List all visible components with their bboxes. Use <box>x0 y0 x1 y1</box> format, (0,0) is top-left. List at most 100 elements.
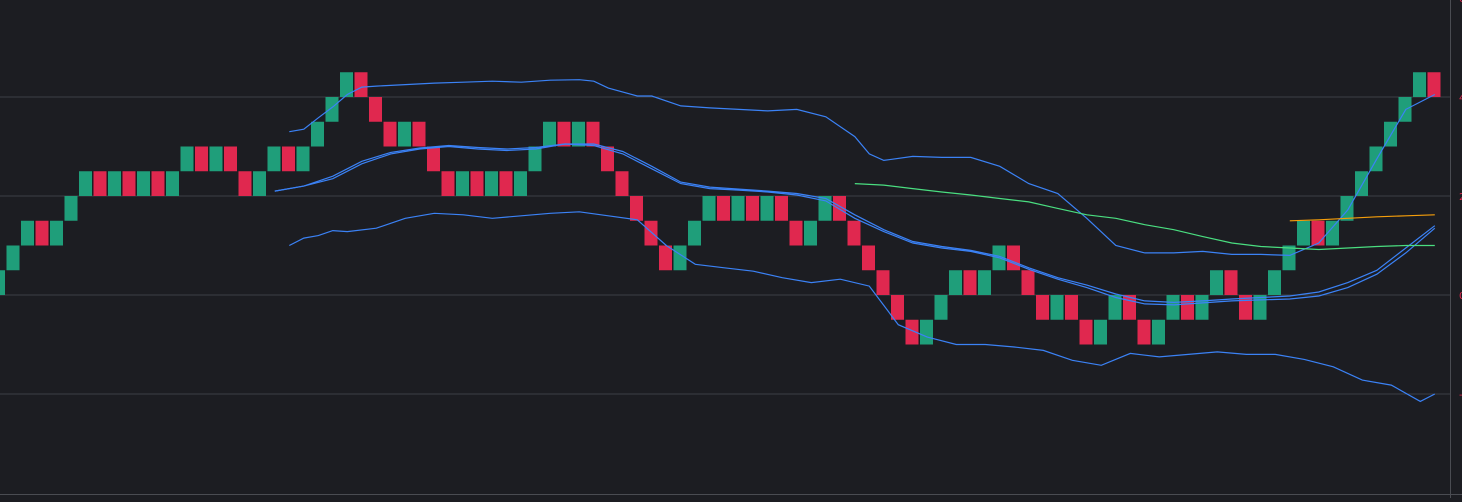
renko-brick-up <box>0 270 5 295</box>
renko-brick-up <box>21 220 34 246</box>
renko-brick-up <box>325 97 339 122</box>
renko-brick-up <box>702 196 716 221</box>
renko-brick-down <box>35 220 49 246</box>
renko-brick-down <box>1065 295 1078 320</box>
renko-brick-down <box>369 97 382 122</box>
renko-brick-down <box>354 72 368 97</box>
y-tick-label: -2 <box>1459 390 1462 401</box>
renko-brick-down <box>659 245 672 271</box>
renko-brick-down <box>1224 270 1238 295</box>
y-tick-label: 0 <box>1459 291 1462 302</box>
renko-brick-up <box>485 171 498 196</box>
indicator-lines <box>274 79 1436 403</box>
renko-brick-down <box>441 171 455 196</box>
renko-brick-down <box>833 196 846 221</box>
renko-brick-up <box>514 171 527 196</box>
renko-brick-up <box>760 196 774 221</box>
renko-brick-down <box>427 146 440 172</box>
renko-brick-up <box>1152 319 1165 345</box>
renko-brick-down <box>122 171 136 196</box>
renko-brick-down <box>630 196 643 221</box>
indicator-line <box>274 143 1436 304</box>
renko-brick-down <box>644 220 658 246</box>
renko-brick-down <box>717 196 730 221</box>
renko-brick-up <box>79 171 92 196</box>
y-tick-label: 6 <box>1459 0 1462 5</box>
renko-brick-up <box>1108 295 1122 320</box>
renko-brick-down <box>615 171 629 196</box>
renko-brick-up <box>180 146 194 172</box>
renko-brick-up <box>64 196 78 221</box>
renko-brick-down <box>876 270 890 295</box>
renko-brick-down <box>1007 245 1020 271</box>
renko-brick-up <box>1268 270 1281 295</box>
renko-brick-down <box>1427 72 1441 97</box>
renko-brick-up <box>267 146 281 172</box>
renko-brick-up <box>1253 295 1267 320</box>
renko-brick-down <box>195 146 208 172</box>
renko-brick-up <box>6 245 20 271</box>
renko-brick-up <box>528 146 542 172</box>
renko-brick-down <box>862 245 875 271</box>
renko-brick-up <box>1195 295 1209 320</box>
renko-brick-up <box>1210 270 1223 295</box>
renko-brick-down <box>586 121 600 147</box>
renko-brick-down <box>1021 270 1035 295</box>
renko-brick-down <box>1036 295 1049 320</box>
renko-brick-down <box>557 121 571 147</box>
renko-brick-up <box>543 121 556 147</box>
renko-brick-down <box>789 220 803 246</box>
renko-brick-up <box>1355 171 1368 196</box>
renko-brick-up <box>572 121 585 147</box>
renko-brick-up <box>1326 220 1339 246</box>
renko-brick-up <box>1340 196 1354 221</box>
renko-brick-down <box>224 146 237 172</box>
renko-brick-up <box>1094 319 1107 345</box>
renko-brick-down <box>1311 220 1325 246</box>
renko-brick-up <box>688 220 701 246</box>
renko-brick-down <box>746 196 759 221</box>
renko-brick-up <box>137 171 150 196</box>
renko-brick-down <box>412 121 426 147</box>
renko-brick-up <box>209 146 223 172</box>
renko-brick-down <box>891 295 904 320</box>
renko-brick-up <box>949 270 962 295</box>
indicator-line <box>289 79 1436 257</box>
renko-brick-down <box>775 196 788 221</box>
renko-brick-down <box>282 146 295 172</box>
renko-brick-up <box>1413 72 1426 97</box>
renko-brick-up <box>50 220 63 246</box>
renko-brick-up <box>253 171 266 196</box>
renko-brick-up <box>166 171 179 196</box>
renko-brick-down <box>151 171 165 196</box>
renko-brick-up <box>1050 295 1064 320</box>
renko-brick-up <box>1166 295 1180 320</box>
renko-brick-down <box>470 171 484 196</box>
renko-brick-down <box>93 171 107 196</box>
renko-brick-down <box>1137 319 1151 345</box>
renko-brick-up <box>920 319 933 345</box>
renko-brick-up <box>1282 245 1296 271</box>
renko-brick-up <box>804 220 817 246</box>
renko-brick-up <box>456 171 469 196</box>
renko-brick-up <box>731 196 745 221</box>
renko-brick-down <box>499 171 513 196</box>
renko-brick-down <box>601 146 614 172</box>
y-tick-label: 4 <box>1459 93 1462 104</box>
renko-brick-down <box>963 270 977 295</box>
renko-brick-up <box>1297 220 1310 246</box>
renko-brick-down <box>1181 295 1194 320</box>
renko-brick-up <box>296 146 310 172</box>
y-tick-label: 2 <box>1459 192 1462 203</box>
renko-brick-up <box>340 72 353 97</box>
renko-brick-down <box>238 171 252 196</box>
renko-brick-up <box>398 121 411 147</box>
renko-brick-up <box>978 270 991 295</box>
indicator-line <box>854 183 1435 251</box>
indicator-line <box>274 143 1436 306</box>
renko-brick-up <box>934 295 948 320</box>
renko-bricks <box>0 72 1441 345</box>
